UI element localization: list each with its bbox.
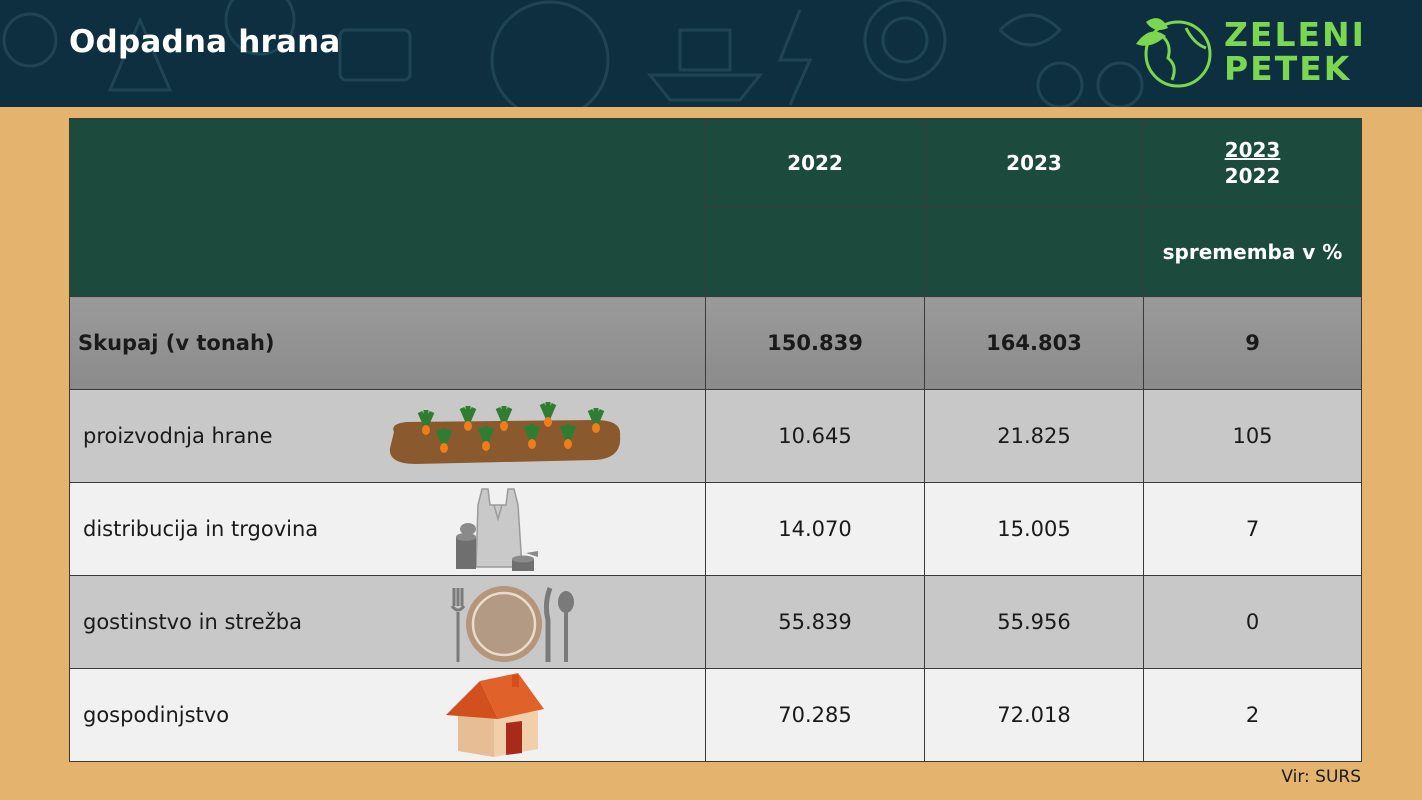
food-waste-table: 2022 2023 2023 2022 sprememba v % Skupaj… — [69, 118, 1362, 762]
value-change: 105 — [1143, 389, 1362, 483]
value-2022: 55.839 — [705, 575, 925, 669]
column-subheader-change: sprememba v % — [1143, 207, 1362, 297]
row-label: proizvodnja hrane — [83, 424, 273, 448]
value-2023: 15.005 — [924, 482, 1144, 576]
row-label: distribucija in trgovina — [83, 517, 319, 541]
ratio-denominator: 2022 — [1224, 164, 1281, 188]
ratio-numerator: 2023 — [1224, 138, 1281, 162]
value-change: 2 — [1143, 668, 1362, 762]
table-row-distribucija: distribucija in trgovina 14.070 15.005 7 — [69, 482, 1362, 576]
total-value-2022: 150.839 — [705, 296, 925, 390]
globe-leaf-icon — [1136, 18, 1212, 88]
column-header-ratio: 2023 2022 — [1143, 118, 1362, 208]
top-banner: Odpadna hrana ZELENI PETEK — [0, 0, 1422, 107]
column-header-2023: 2023 — [924, 118, 1144, 208]
header-subcell-2022 — [705, 207, 925, 297]
total-label: Skupaj (v tonah) — [69, 296, 706, 390]
column-header-2022: 2022 — [705, 118, 925, 208]
header-blank-cell — [69, 118, 706, 297]
value-2022: 70.285 — [705, 668, 925, 762]
house-icon — [446, 673, 544, 757]
value-change: 0 — [1143, 575, 1362, 669]
table-row-gospodinjstvo: gospodinjstvo 70.285 72.018 2 — [69, 668, 1362, 762]
value-2022: 10.645 — [705, 389, 925, 483]
table-row-total: Skupaj (v tonah) 150.839 164.803 9 — [69, 296, 1362, 390]
total-value-change: 9 — [1143, 296, 1362, 390]
logo-line-zeleni: ZELENI — [1224, 15, 1366, 54]
plate-cutlery-icon — [450, 586, 574, 662]
value-2023: 55.956 — [924, 575, 1144, 669]
header-subcell-2023 — [924, 207, 1144, 297]
zeleni-petek-logo: ZELENI PETEK — [1132, 14, 1372, 94]
page-title: Odpadna hrana — [69, 24, 341, 60]
row-label: gospodinjstvo — [83, 703, 230, 727]
table-row-gostinstvo: gostinstvo in strežba 55.839 55.956 0 — [69, 575, 1362, 669]
total-value-2023: 164.803 — [924, 296, 1144, 390]
value-2022: 14.070 — [705, 482, 925, 576]
logo-line-petek: PETEK — [1224, 49, 1352, 88]
eco-pattern-background — [2, 0, 1144, 107]
value-2023: 72.018 — [924, 668, 1144, 762]
shopping-bag-cans-icon — [456, 488, 538, 571]
value-change: 7 — [1143, 482, 1362, 576]
table-row-proizvodnja: proizvodnja hrane 10.645 21.825 105 — [69, 389, 1362, 483]
value-2023: 21.825 — [924, 389, 1144, 483]
carrot-field-icon — [389, 402, 621, 464]
source-note: Vir: SURS — [1281, 767, 1361, 787]
row-label: gostinstvo in strežba — [83, 610, 302, 634]
